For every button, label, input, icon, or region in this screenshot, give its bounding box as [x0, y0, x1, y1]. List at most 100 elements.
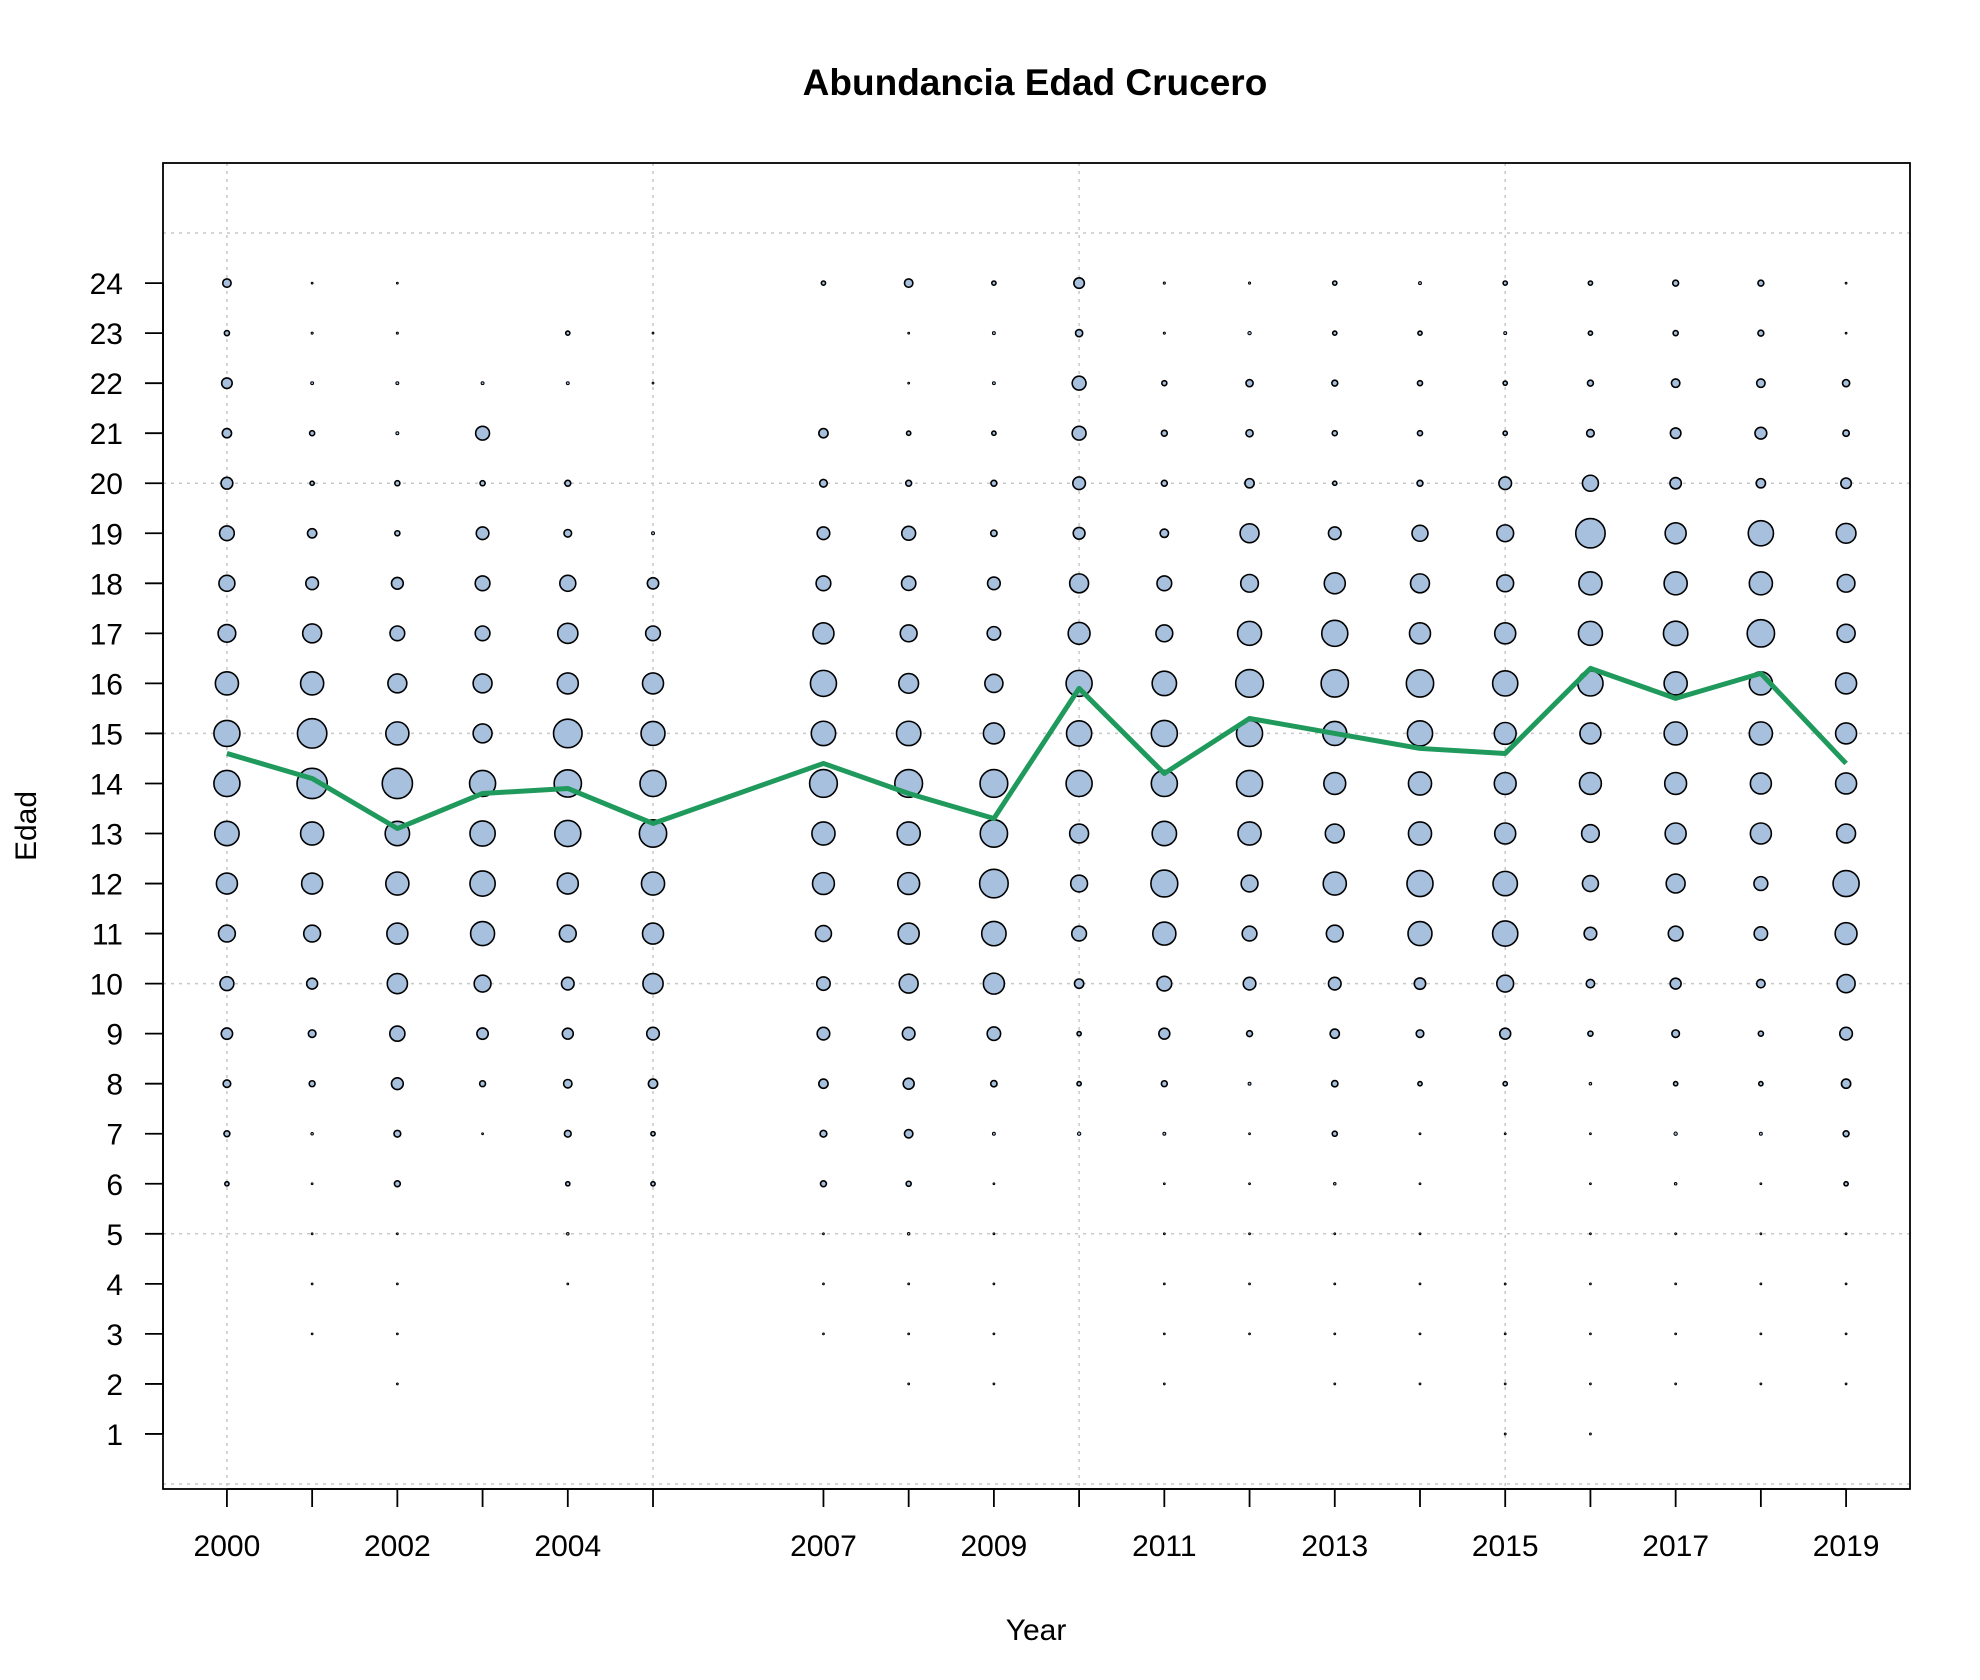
- y-tick-label-19: 19: [90, 518, 123, 551]
- y-tick-label-15: 15: [90, 718, 123, 751]
- bubble-2001-age-12: [300, 872, 324, 895]
- x-tick-label-2013: 2013: [1301, 1530, 1368, 1563]
- bubble-2017-age-11: [1667, 925, 1684, 942]
- bubble-2002-age-7: [393, 1129, 402, 1138]
- bubble-2013-age-14: [1323, 771, 1347, 796]
- y-tick-label-7: 7: [106, 1119, 123, 1152]
- bubble-2014-age-8: [1417, 1080, 1423, 1087]
- bubble-2011-age-3: [1162, 1332, 1166, 1336]
- bubble-2017-age-12: [1665, 873, 1686, 894]
- bubble-2002-age-23: [395, 331, 399, 335]
- bubble-2007-age-24: [820, 280, 827, 286]
- bubble-2009-age-17: [986, 625, 1002, 641]
- bubble-2014-age-3: [1418, 1332, 1422, 1336]
- bubble-2000-age-13: [213, 820, 240, 847]
- bubble-2013-age-19: [1327, 526, 1342, 541]
- chart-title: Abundancia Edad Crucero: [803, 62, 1268, 103]
- bubble-2012-age-3: [1248, 1332, 1251, 1336]
- bubble-2001-age-9: [307, 1029, 317, 1039]
- bubble-2005-age-11: [641, 922, 665, 945]
- bubble-2009-age-9: [986, 1026, 1002, 1042]
- bubble-2016-age-6: [1589, 1182, 1592, 1186]
- y-tick-label-6: 6: [106, 1169, 123, 1202]
- bubble-2007-age-16: [809, 669, 838, 698]
- bubble-2011-age-16: [1151, 670, 1178, 697]
- bubble-2000-age-16: [214, 671, 240, 696]
- bubble-2003-age-12: [469, 870, 496, 897]
- y-tick-label-4: 4: [106, 1269, 123, 1302]
- bubble-2017-age-23: [1672, 329, 1679, 337]
- bubble-2016-age-9: [1587, 1030, 1594, 1037]
- bubble-2001-age-3: [310, 1332, 314, 1336]
- x-tick-label-2004: 2004: [534, 1530, 601, 1563]
- bubble-2019-age-15: [1834, 722, 1858, 745]
- bubble-2015-age-10: [1496, 974, 1515, 993]
- bubble-2015-age-9: [1498, 1027, 1512, 1040]
- bubble-2002-age-12: [385, 871, 410, 896]
- bubble-2014-age-22: [1416, 379, 1424, 387]
- bubble-2014-age-23: [1417, 330, 1423, 337]
- bubble-2012-age-19: [1239, 523, 1260, 544]
- bubble-2010-age-16: [1065, 669, 1093, 698]
- bubble-2019-age-6: [1843, 1180, 1849, 1187]
- bubble-2000-age-23: [223, 329, 231, 337]
- bubble-2010-age-24: [1073, 277, 1086, 290]
- bubble-2015-age-3: [1503, 1332, 1507, 1336]
- bubble-2018-age-12: [1753, 875, 1769, 892]
- bubble-2007-age-5: [822, 1232, 825, 1236]
- bubble-2000-age-15: [213, 719, 241, 748]
- bubble-2018-age-5: [1759, 1232, 1763, 1236]
- y-tick-label-16: 16: [90, 668, 123, 701]
- bubble-2009-age-22: [991, 381, 996, 386]
- bubble-2012-age-16: [1234, 668, 1265, 699]
- bubble-2000-age-21: [221, 427, 233, 439]
- bubble-2004-age-8: [562, 1078, 573, 1089]
- bubble-2013-age-10: [1327, 976, 1342, 991]
- bubble-2013-age-23: [1331, 330, 1338, 337]
- bubble-2005-age-23: [651, 331, 655, 335]
- bubble-2011-age-10: [1156, 975, 1173, 992]
- bubble-2009-age-18: [986, 576, 1001, 591]
- bubble-2008-age-22: [907, 381, 911, 385]
- bubble-2009-age-6: [992, 1182, 996, 1186]
- bubble-2018-age-17: [1746, 618, 1776, 648]
- bubble-2017-age-16: [1663, 671, 1688, 696]
- bubble-2012-age-17: [1236, 620, 1263, 647]
- bubble-2003-age-10: [473, 974, 492, 993]
- bubble-2019-age-16: [1834, 672, 1858, 695]
- bubble-2003-age-11: [469, 920, 496, 947]
- bubble-2005-age-6: [650, 1180, 656, 1187]
- bubble-2007-age-11: [814, 924, 833, 943]
- bubble-2012-age-7: [1248, 1132, 1251, 1136]
- bubble-layer: [213, 277, 1860, 1436]
- bubble-2010-age-20: [1072, 476, 1087, 491]
- bubble-2009-age-21: [990, 430, 997, 437]
- bubble-2001-age-19: [306, 527, 318, 539]
- bubble-2004-age-9: [561, 1027, 575, 1040]
- bubble-2007-age-6: [819, 1180, 828, 1188]
- bubble-2015-age-14: [1493, 771, 1517, 796]
- bubble-2019-age-23: [1844, 331, 1848, 335]
- bubble-2001-age-11: [302, 924, 322, 943]
- bubble-2012-age-23: [1247, 330, 1252, 336]
- bubble-2016-age-22: [1586, 379, 1595, 387]
- bubble-2018-age-23: [1757, 329, 1765, 337]
- bubble-2003-age-7: [481, 1132, 484, 1136]
- bubble-2008-age-8: [902, 1077, 915, 1090]
- bubble-2010-age-13: [1068, 823, 1090, 844]
- bubble-2002-age-19: [394, 529, 401, 537]
- bubble-2011-age-7: [1162, 1131, 1167, 1136]
- bubble-2010-age-21: [1071, 425, 1087, 441]
- y-tick-label-18: 18: [90, 568, 123, 601]
- bubble-2004-age-12: [556, 872, 580, 895]
- bubble-2011-age-17: [1155, 624, 1174, 643]
- bubble-2000-age-8: [222, 1079, 232, 1089]
- bubble-2003-age-20: [479, 479, 486, 487]
- bubble-2017-age-22: [1670, 378, 1681, 389]
- bubble-2014-age-11: [1407, 920, 1433, 947]
- bubble-2002-age-14: [381, 767, 414, 800]
- plot-frame: [162, 162, 1911, 1490]
- bubble-2000-age-11: [217, 924, 237, 943]
- bubble-2018-age-24: [1757, 279, 1765, 287]
- bubble-2009-age-5: [992, 1232, 996, 1236]
